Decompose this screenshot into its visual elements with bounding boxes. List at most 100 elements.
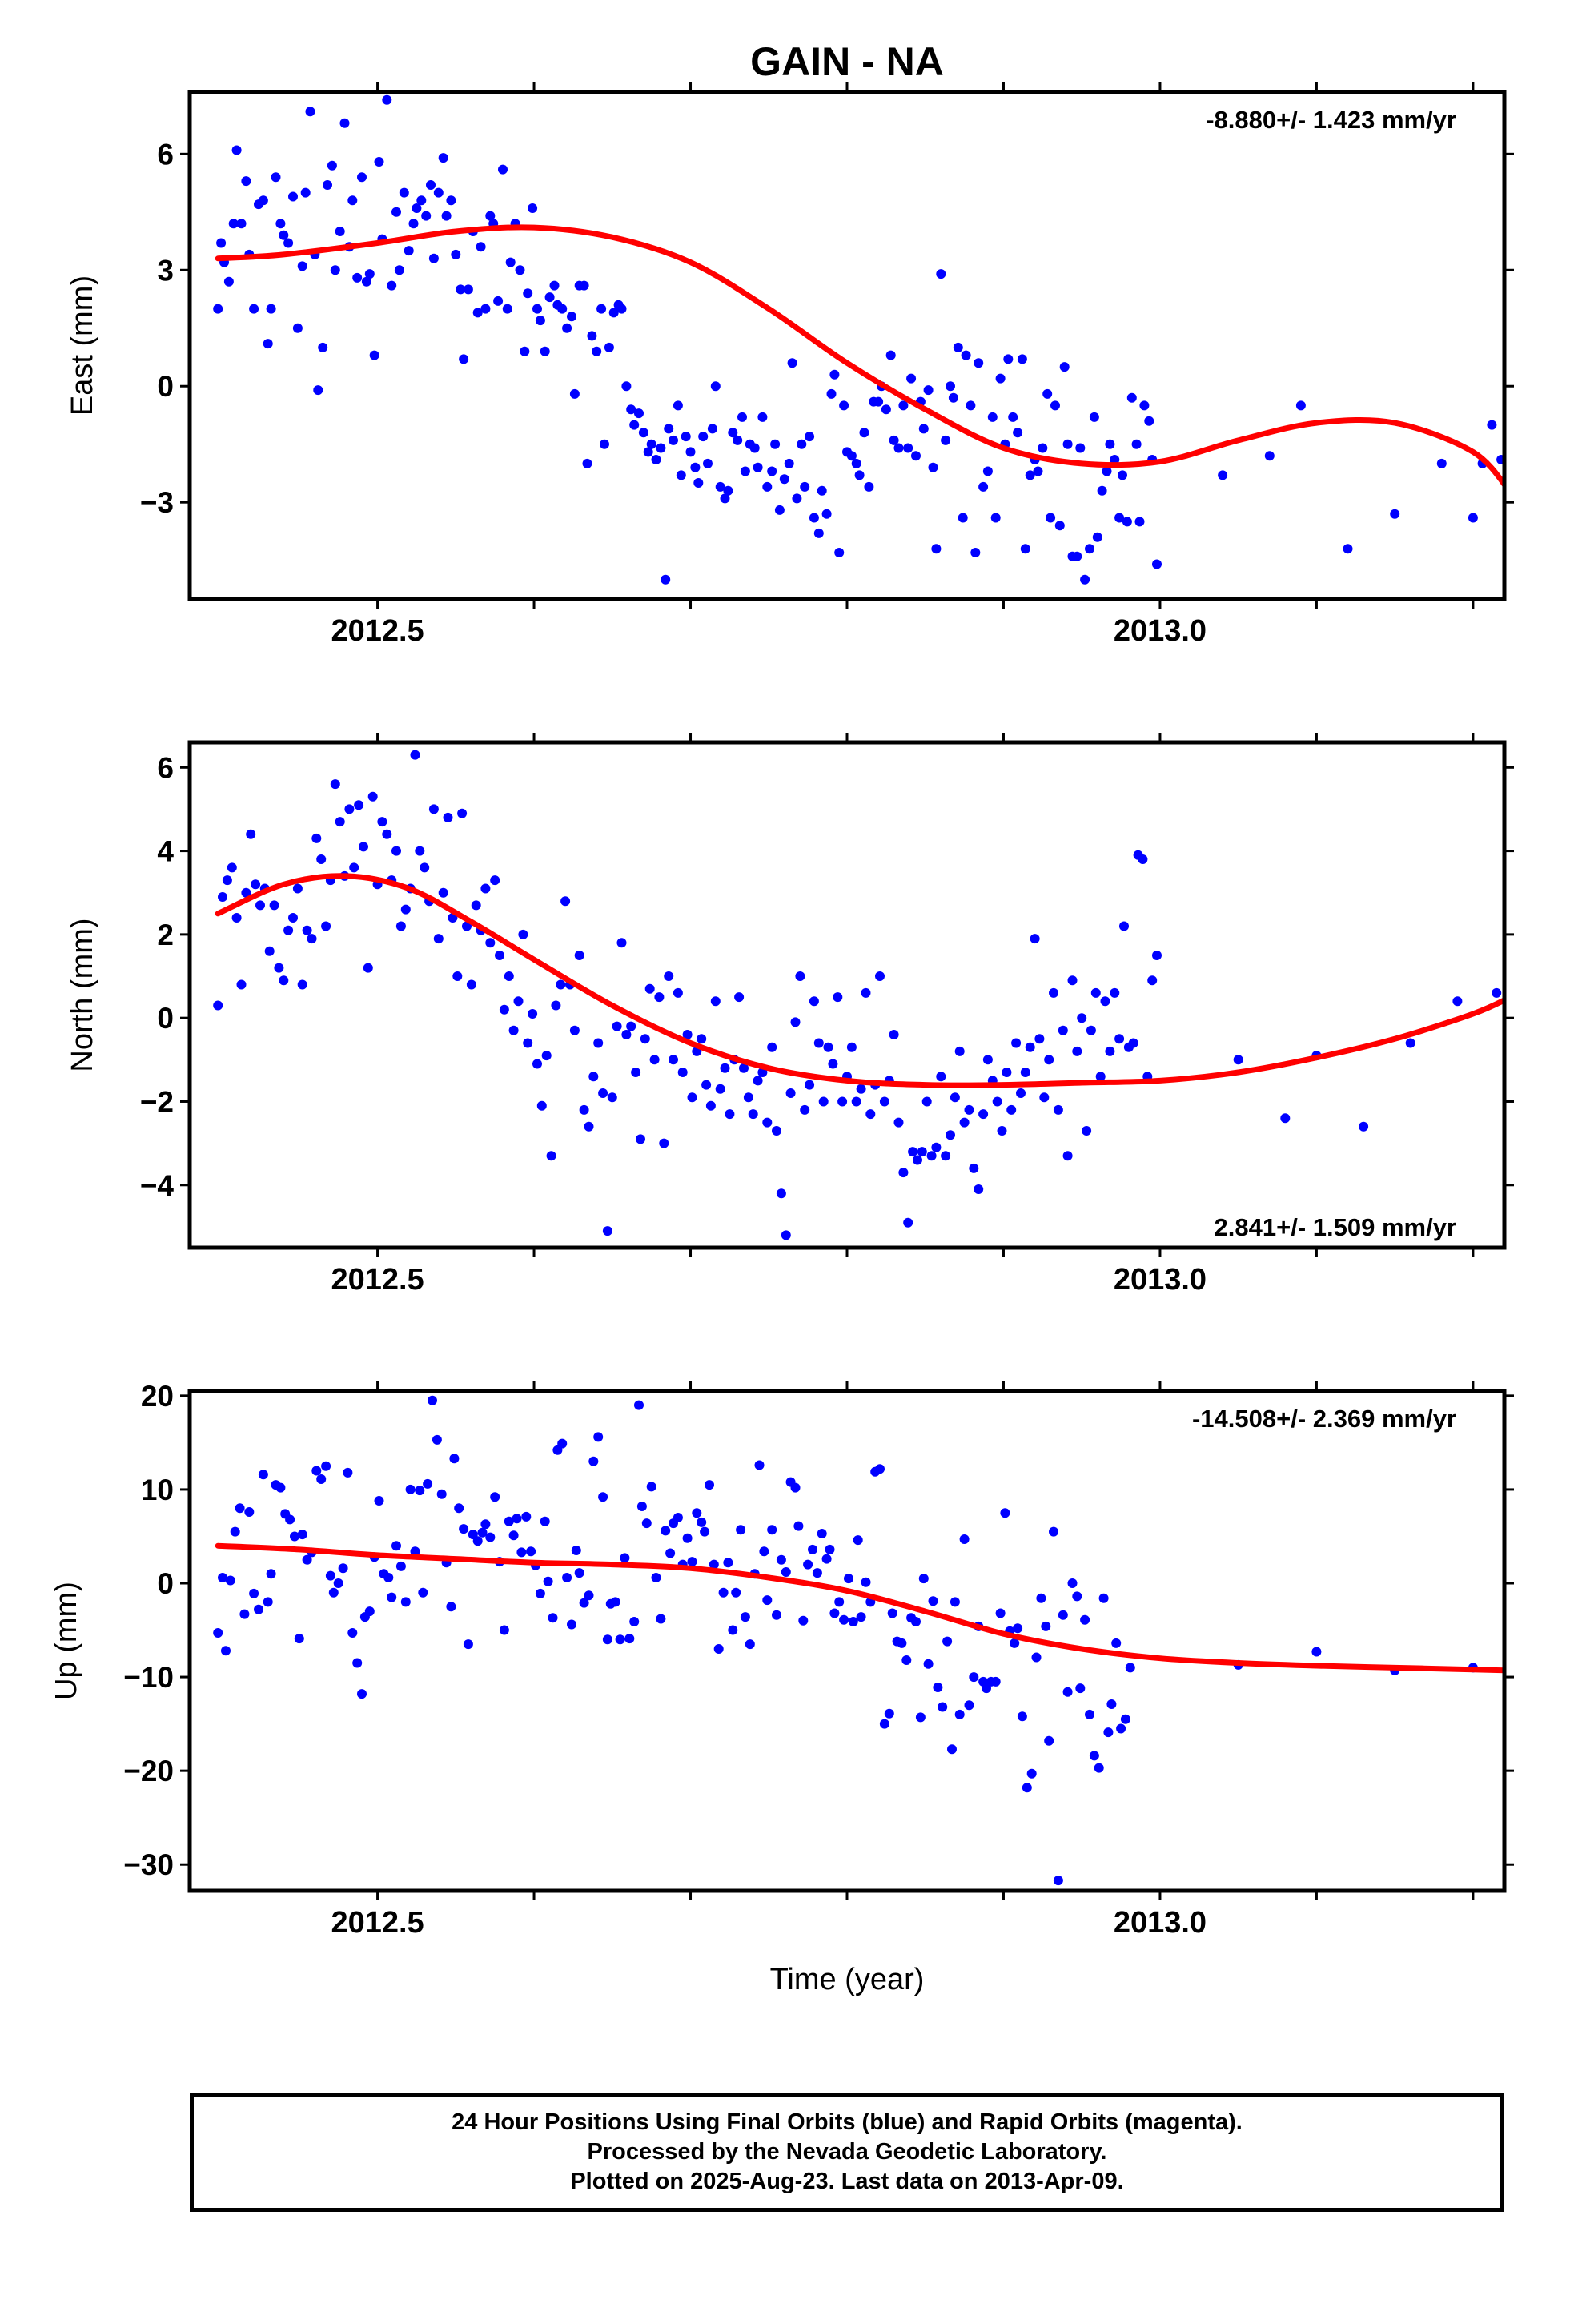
data-point [347, 1628, 358, 1638]
data-point [221, 1646, 231, 1656]
data-point [682, 1533, 693, 1543]
data-point [661, 1526, 671, 1536]
data-point [596, 304, 607, 314]
data-point [1343, 544, 1353, 554]
data-point [1390, 509, 1400, 519]
data-point [923, 1659, 934, 1669]
data-point [918, 1574, 929, 1584]
data-point [499, 1004, 509, 1015]
data-point [1025, 1042, 1035, 1052]
data-point [230, 1526, 240, 1537]
data-point [1110, 455, 1120, 464]
data-point [1082, 1126, 1092, 1136]
data-point [1114, 1034, 1125, 1044]
data-point [772, 1126, 781, 1136]
data-point [821, 1554, 832, 1564]
data-point [947, 1744, 957, 1755]
data-point [279, 230, 289, 240]
data-point [697, 1034, 707, 1044]
north-y-axis-label: North (mm) [66, 918, 99, 1072]
data-point [856, 1084, 866, 1094]
data-point [518, 929, 528, 939]
data-point [387, 1592, 397, 1602]
data-point [978, 1109, 989, 1120]
data-point [651, 1573, 661, 1582]
data-point [1036, 1593, 1046, 1603]
data-point [1067, 975, 1078, 986]
data-point [1033, 466, 1043, 476]
data-point [451, 249, 461, 259]
y-tick-label: 20 [141, 1380, 174, 1413]
data-point [338, 1563, 348, 1574]
data-point [292, 883, 303, 894]
data-point [826, 388, 837, 399]
data-point [1131, 439, 1142, 449]
data-point [383, 1573, 394, 1582]
data-point [1106, 1699, 1117, 1709]
data-point [913, 1155, 922, 1165]
data-point [374, 157, 384, 167]
data-point [779, 474, 789, 485]
data-point [767, 466, 777, 476]
data-point [1062, 1687, 1073, 1697]
data-point [239, 1609, 250, 1619]
data-point [357, 1689, 367, 1699]
data-point [528, 203, 538, 213]
data-point [865, 1109, 876, 1120]
data-point [856, 1612, 866, 1622]
data-point [748, 1109, 758, 1120]
data-point [776, 1554, 786, 1565]
data-point [1100, 996, 1110, 1007]
data-point [990, 1676, 1001, 1687]
data-point [428, 1395, 437, 1405]
data-point [343, 1467, 353, 1478]
data-point [700, 1526, 710, 1537]
data-point [1487, 420, 1497, 430]
data-point [844, 1574, 853, 1584]
data-point [839, 1614, 849, 1625]
data-point [433, 934, 444, 944]
data-point [495, 951, 504, 960]
data-point [959, 1117, 970, 1128]
data-point [359, 842, 368, 852]
data-point [311, 1466, 322, 1476]
data-point [828, 1059, 838, 1069]
east-fit-line [215, 224, 1504, 489]
data-point [1050, 400, 1060, 411]
data-point [1017, 354, 1027, 364]
data-point [656, 443, 666, 453]
data-point [426, 180, 436, 190]
data-point [646, 439, 656, 449]
data-point [734, 992, 745, 1003]
data-point [330, 779, 340, 790]
data-point [557, 304, 568, 314]
data-point [833, 992, 843, 1003]
data-point [690, 462, 701, 472]
data-point [452, 971, 463, 981]
data-point [1000, 1508, 1010, 1518]
data-point [861, 1577, 871, 1587]
data-point [541, 1051, 552, 1061]
data-point [795, 971, 805, 981]
data-point [584, 1121, 594, 1132]
x-tick-label: 2013.0 [1114, 614, 1207, 648]
data-point [532, 304, 542, 314]
data-point [382, 829, 392, 839]
data-point [421, 211, 432, 221]
data-point [1075, 1683, 1086, 1694]
data-point [774, 505, 785, 515]
data-point [1038, 443, 1048, 453]
data-point [964, 1104, 974, 1115]
data-point [316, 1474, 327, 1484]
data-point [410, 750, 420, 760]
data-point [626, 1021, 636, 1031]
data-point [266, 304, 276, 314]
data-point [767, 1525, 777, 1535]
footer-line-1: 24 Hour Positions Using Final Orbits (bl… [452, 2109, 1243, 2135]
data-point [579, 1598, 589, 1608]
data-point [290, 1531, 299, 1542]
data-point [223, 276, 234, 287]
data-point [1058, 1610, 1068, 1620]
up-panel: 2012.5 2013.0 20 10 0 −10 −20 −30 Up (mm) -14.508… [50, 1380, 1514, 1940]
data-point [428, 253, 439, 263]
